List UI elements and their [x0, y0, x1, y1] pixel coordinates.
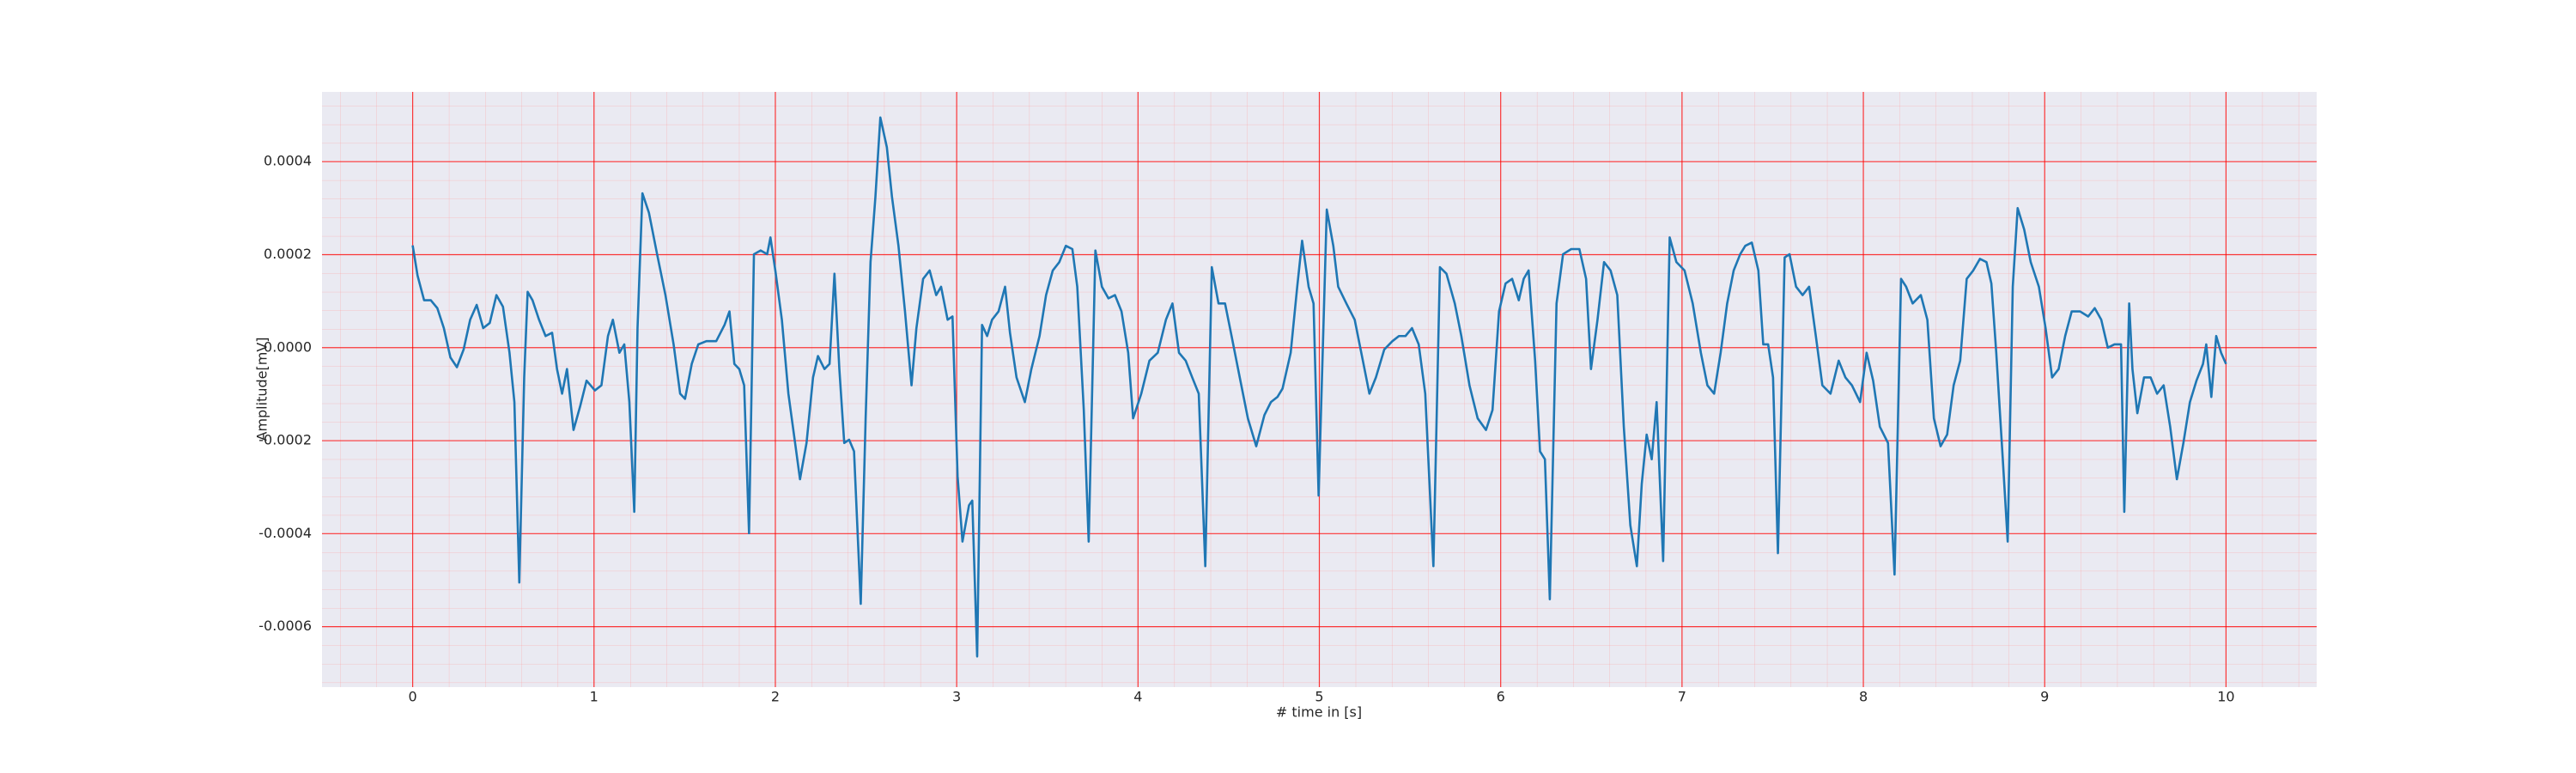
x-tick-label: 1 — [590, 689, 598, 705]
y-axis-label: Amplitude[mV] — [254, 337, 270, 441]
ticks: 0 1 2 3 4 5 6 7 8 9 10 -0.0006 -0.0004 -0.0002 0.0000 0… — [258, 153, 2234, 705]
y-tick-label: -0.0006 — [258, 618, 312, 634]
x-tick-label: 0 — [408, 689, 416, 705]
x-tick-label: 9 — [2040, 689, 2049, 705]
x-tick-label: 5 — [1315, 689, 1323, 705]
x-tick-label: 8 — [1859, 689, 1868, 705]
y-tick-label: 0.0004 — [264, 153, 312, 169]
x-axis-label: # time in [s] — [1276, 704, 1362, 721]
grid — [322, 92, 2317, 687]
data-line — [411, 116, 2227, 658]
y-tick-label: -0.0002 — [258, 432, 312, 448]
x-tick-label: 10 — [2217, 689, 2234, 705]
y-tick-label: -0.0004 — [258, 525, 312, 541]
y-tick-label: 0.0000 — [264, 338, 312, 355]
x-tick-label: 2 — [771, 689, 780, 705]
x-tick-label: 7 — [1678, 689, 1686, 705]
x-tick-label: 4 — [1133, 689, 1142, 705]
x-tick-label: 3 — [952, 689, 961, 705]
plot-area — [411, 116, 2227, 658]
y-tick-label: 0.0002 — [264, 246, 312, 262]
x-tick-label: 6 — [1497, 689, 1505, 705]
